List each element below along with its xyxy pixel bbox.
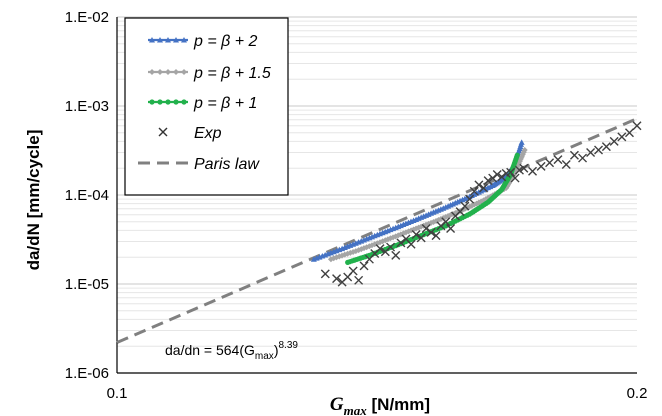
exp-point (416, 233, 426, 243)
legend-item: p = β + 2 (148, 33, 258, 50)
legend-swatch-marker (173, 69, 179, 75)
x-label-main: G (330, 394, 344, 415)
y-axis-label: da/dN [mm/cycle] (24, 130, 43, 271)
legend-swatch-marker (173, 99, 179, 105)
legend-item: Exp (158, 125, 222, 142)
legend-swatch-marker (181, 99, 187, 105)
equation-prefix: da/dn = 564(G (165, 342, 255, 358)
legend-item: p = β + 1.5 (148, 65, 271, 82)
equation-suffix: ) (274, 342, 279, 358)
tick-labels: 1.E-06 1.E-05 1.E-04 1.E-03 1.E-02 0.1 0.2 (65, 9, 648, 402)
x-label-rest: [N/mm] (367, 395, 430, 414)
legend-swatch-marker (181, 37, 187, 43)
equation-sub: max (255, 351, 274, 362)
exp-point (469, 186, 479, 196)
exp-point (391, 250, 401, 260)
exp-point (446, 224, 456, 234)
exp-point (553, 155, 563, 165)
exp-point (441, 217, 451, 227)
series-point (514, 152, 520, 158)
x-tick-label: 0.2 (627, 385, 648, 402)
exp-point (492, 169, 502, 179)
exp-point (632, 121, 642, 131)
exp-point (411, 229, 421, 239)
series-group (116, 117, 642, 344)
legend-label: p = β + 1 (193, 95, 257, 112)
legend-swatch-marker (157, 37, 163, 43)
exp-point (465, 194, 475, 204)
x-tick-label: 0.1 (107, 385, 128, 402)
x-axis-label: Gmax [N/mm] (330, 394, 430, 416)
series-point (521, 147, 528, 154)
grid (117, 16, 637, 374)
y-tick-label: 1.E-06 (65, 365, 109, 382)
equation-exponent: 8.39 (278, 340, 298, 351)
legend-swatch-marker (181, 69, 187, 75)
series-3 (320, 121, 642, 287)
legend-label: p = β + 1.5 (193, 65, 271, 82)
exp-point (332, 274, 342, 284)
exp-point (421, 224, 431, 234)
legend: p = β + 2 p = β + 1.5 p = β + 1 Exp Paris la… (124, 17, 289, 196)
legend-label: p = β + 2 (193, 33, 258, 50)
exp-point (545, 158, 555, 168)
exp-point (426, 227, 436, 237)
exp-point (519, 163, 529, 173)
legend-swatch-marker (149, 37, 155, 43)
y-tick-label: 1.E-02 (65, 9, 109, 26)
legend-swatch-marker (165, 99, 171, 105)
exp-point (460, 201, 470, 211)
legend-label: Paris law (194, 156, 260, 173)
exp-point (375, 244, 385, 254)
exp-point (479, 183, 489, 193)
legend-label: Exp (194, 125, 222, 142)
legend-item: Paris law (138, 156, 260, 173)
series-point (336, 253, 343, 260)
legend-swatch (158, 127, 168, 137)
x-label-sub: max (344, 403, 368, 416)
exp-point (406, 239, 416, 249)
legend-swatch-marker (149, 69, 155, 75)
exp-point (396, 238, 406, 248)
axes (116, 17, 637, 374)
exp-point (561, 160, 571, 170)
exp-point (320, 269, 330, 279)
exp-point (609, 136, 619, 146)
exp-point (386, 242, 396, 252)
y-tick-label: 1.E-04 (65, 187, 109, 204)
series-point (518, 139, 525, 145)
legend-swatch-marker (173, 37, 179, 43)
exp-point (528, 166, 538, 176)
legend-swatch-marker (149, 99, 155, 105)
exp-point (359, 261, 369, 271)
y-tick-label: 1.E-05 (65, 276, 109, 293)
exp-point (601, 142, 611, 152)
y-tick-label: 1.E-03 (65, 98, 109, 115)
paris-law-equation: da/dn = 564(Gmax)8.39 (165, 340, 298, 362)
exp-point (510, 173, 520, 183)
legend-item: p = β + 1 (148, 95, 257, 112)
exp-point (514, 165, 524, 175)
exp-point (497, 172, 507, 182)
exp-point (594, 145, 604, 155)
exp-point (474, 180, 484, 190)
exp-point (354, 275, 364, 285)
exp-point (569, 150, 579, 160)
legend-swatch-marker (165, 69, 171, 75)
exp-point (483, 176, 493, 186)
exp-point (617, 132, 627, 142)
exp-point (536, 161, 546, 171)
exp-point (431, 231, 441, 241)
exp-point (506, 167, 516, 177)
legend-swatch-marker (165, 37, 171, 43)
legend-swatch-marker (157, 69, 163, 75)
exp-point (586, 148, 596, 158)
legend-swatch-marker (157, 99, 163, 105)
exp-point (578, 153, 588, 163)
exp-point (624, 128, 634, 138)
legend-box (124, 17, 289, 196)
exp-point (348, 266, 358, 276)
